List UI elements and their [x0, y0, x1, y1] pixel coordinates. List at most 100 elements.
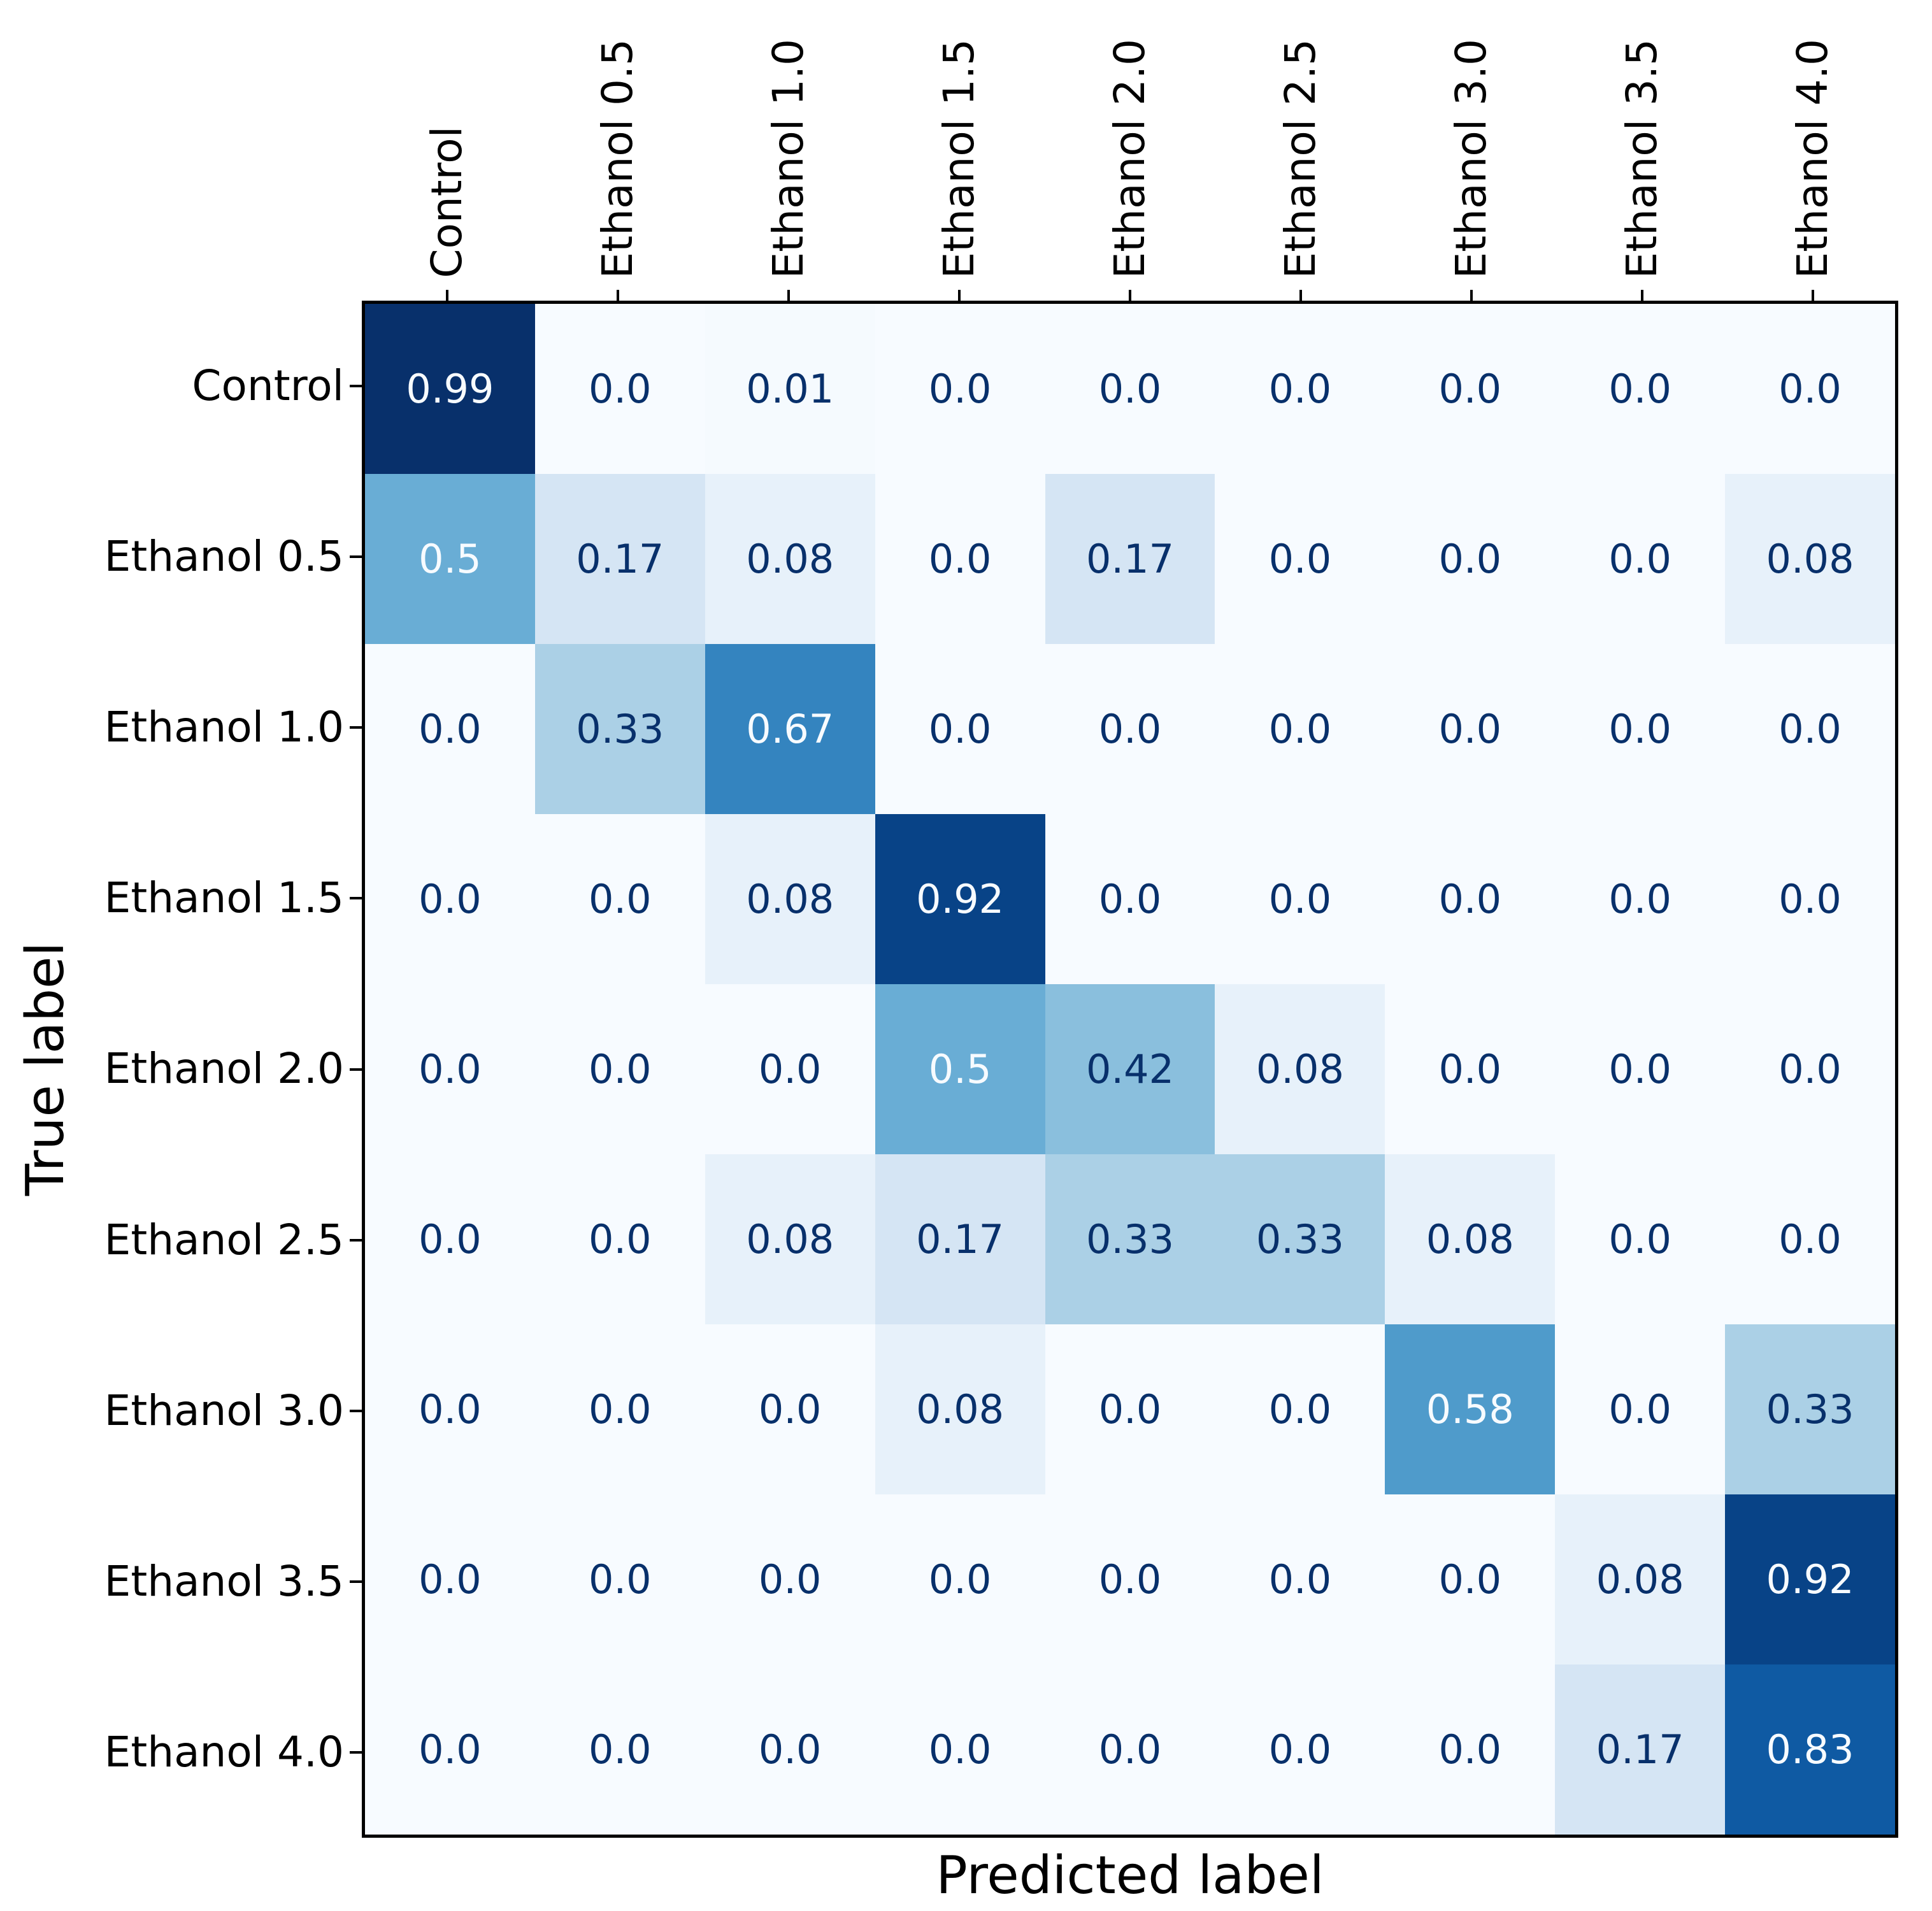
axis-tick — [350, 897, 362, 900]
x-tick-label: Control — [422, 126, 471, 278]
matrix-cell: 0.0 — [1385, 1664, 1556, 1835]
axis-tick — [350, 1580, 362, 1583]
matrix-cell: 0.0 — [875, 1494, 1045, 1664]
matrix-cell: 0.17 — [1555, 1664, 1726, 1835]
axis-tick — [446, 290, 448, 301]
y-tick-label: Ethanol 1.0 — [104, 703, 344, 752]
matrix-cell: 0.0 — [1385, 644, 1556, 814]
matrix-cell: 0.92 — [1725, 1494, 1895, 1664]
matrix-cell: 0.0 — [1215, 814, 1385, 984]
matrix-cell: 0.0 — [534, 984, 705, 1154]
axis-tick — [350, 1409, 362, 1412]
confusion-matrix-heatmap: 0.99 0.0 0.01 0.0 0.0 0.0 0.0 0.0 0.0 0.5 0.17 0.08… — [362, 301, 1898, 1838]
axis-tick — [1470, 290, 1473, 301]
y-tick-label: Ethanol 2.0 — [104, 1044, 344, 1094]
matrix-cell: 0.17 — [1045, 474, 1215, 644]
matrix-cell: 0.0 — [1725, 644, 1895, 814]
x-axis-label: Predicted label — [936, 1845, 1324, 1906]
matrix-cell: 0.0 — [534, 1154, 705, 1324]
matrix-cell: 0.0 — [365, 1154, 535, 1324]
matrix-cell: 0.0 — [705, 1664, 875, 1835]
matrix-cell: 0.83 — [1725, 1664, 1895, 1835]
matrix-cell: 0.33 — [1725, 1324, 1895, 1494]
matrix-cell: 0.0 — [1385, 1494, 1556, 1664]
y-tick-label: Ethanol 0.5 — [104, 532, 344, 582]
matrix-cell: 0.99 — [365, 304, 535, 474]
matrix-cell: 0.58 — [1385, 1324, 1556, 1494]
matrix-cell: 0.0 — [365, 1494, 535, 1664]
matrix-cell: 0.0 — [1555, 1324, 1726, 1494]
matrix-cell: 0.33 — [1045, 1154, 1215, 1324]
matrix-cell: 0.0 — [365, 1664, 535, 1835]
x-tick-label: Ethanol 4.0 — [1788, 38, 1837, 278]
matrix-cell: 0.92 — [875, 814, 1045, 984]
matrix-cell: 0.0 — [1045, 1494, 1215, 1664]
matrix-cell: 0.08 — [1725, 474, 1895, 644]
x-tick-label: Ethanol 3.5 — [1617, 38, 1666, 278]
matrix-cell: 0.0 — [1385, 814, 1556, 984]
matrix-cell: 0.0 — [875, 474, 1045, 644]
matrix-cell: 0.0 — [705, 984, 875, 1154]
axis-tick — [350, 1750, 362, 1754]
axis-tick — [1129, 290, 1131, 301]
matrix-cell: 0.0 — [875, 644, 1045, 814]
matrix-cell: 0.0 — [1215, 304, 1385, 474]
y-axis-label: True label — [15, 941, 76, 1196]
matrix-cell: 0.0 — [1725, 304, 1895, 474]
y-tick-label: Ethanol 3.5 — [104, 1556, 344, 1606]
matrix-cell: 0.0 — [365, 1324, 535, 1494]
matrix-cell: 0.08 — [705, 474, 875, 644]
axis-tick — [350, 555, 362, 559]
matrix-cell: 0.0 — [534, 814, 705, 984]
matrix-cell: 0.0 — [1725, 984, 1895, 1154]
matrix-cell: 0.0 — [1555, 474, 1726, 644]
y-tick-label: Ethanol 2.5 — [104, 1215, 344, 1264]
y-tick-label: Ethanol 1.5 — [104, 873, 344, 923]
x-tick-label: Ethanol 1.5 — [934, 38, 984, 278]
matrix-cell: 0.0 — [705, 1494, 875, 1664]
x-tick-label: Ethanol 1.0 — [764, 38, 813, 278]
matrix-cell: 0.0 — [534, 1494, 705, 1664]
matrix-cell: 0.01 — [705, 304, 875, 474]
matrix-cell: 0.5 — [365, 474, 535, 644]
matrix-cell: 0.08 — [1385, 1154, 1556, 1324]
matrix-cell: 0.0 — [365, 644, 535, 814]
matrix-cell: 0.0 — [1215, 474, 1385, 644]
matrix-cell: 0.0 — [705, 1324, 875, 1494]
axis-tick — [617, 290, 619, 301]
y-tick-labels: Control Ethanol 0.5 Ethanol 1.0 Ethanol 1.5… — [0, 301, 362, 1838]
matrix-cell: 0.0 — [1385, 304, 1556, 474]
matrix-cell: 0.17 — [875, 1154, 1045, 1324]
axis-tick — [350, 1238, 362, 1242]
matrix-cell: 0.0 — [1385, 474, 1556, 644]
matrix-cell: 0.0 — [875, 1664, 1045, 1835]
matrix-cell: 0.17 — [534, 474, 705, 644]
matrix-cell: 0.0 — [534, 1324, 705, 1494]
axis-tick — [958, 290, 961, 301]
matrix-cell: 0.42 — [1045, 984, 1215, 1154]
matrix-cell: 0.08 — [875, 1324, 1045, 1494]
matrix-cell: 0.0 — [1555, 304, 1726, 474]
axis-tick — [1641, 290, 1643, 301]
axis-tick — [350, 1068, 362, 1071]
x-tick-label: Ethanol 2.0 — [1105, 38, 1154, 278]
matrix-cell: 0.0 — [1215, 644, 1385, 814]
matrix-cell: 0.0 — [534, 304, 705, 474]
matrix-cell: 0.0 — [1385, 984, 1556, 1154]
y-tick-label: Control — [192, 361, 344, 411]
matrix-cell: 0.0 — [1555, 1154, 1726, 1324]
x-tick-label: Ethanol 3.0 — [1447, 38, 1496, 278]
matrix-cell: 0.08 — [1555, 1494, 1726, 1664]
matrix-cell: 0.33 — [1215, 1154, 1385, 1324]
axis-tick — [1812, 290, 1814, 301]
x-tick-labels: Control Ethanol 0.5 Ethanol 1.0 Ethanol 1.5… — [362, 0, 1898, 301]
matrix-cell: 0.08 — [705, 814, 875, 984]
matrix-cell: 0.08 — [705, 1154, 875, 1324]
x-tick-label: Ethanol 2.5 — [1276, 38, 1325, 278]
matrix-cell: 0.0 — [534, 1664, 705, 1835]
matrix-cell: 0.0 — [1045, 1324, 1215, 1494]
matrix-cell: 0.0 — [1045, 304, 1215, 474]
matrix-cell: 0.0 — [365, 814, 535, 984]
axis-tick — [350, 385, 362, 388]
